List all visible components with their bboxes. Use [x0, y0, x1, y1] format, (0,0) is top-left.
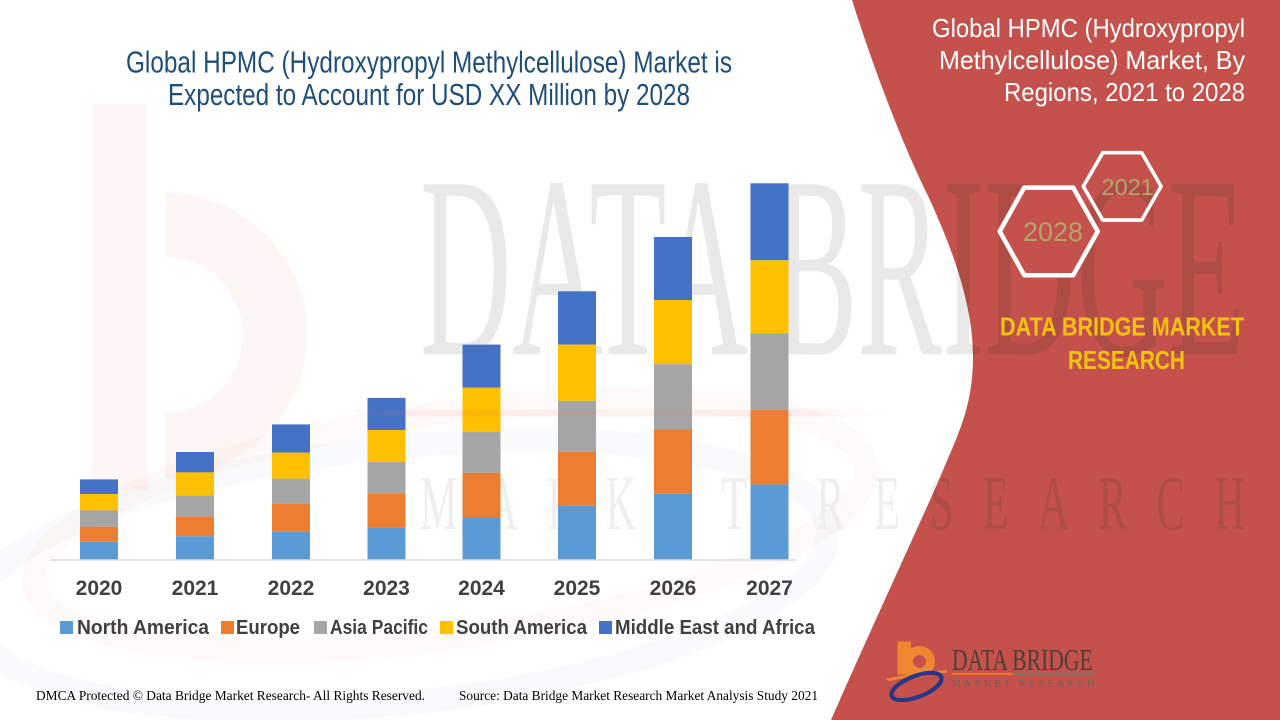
svg-text:Global HPMC (Hydroxypropyl Met: Global HPMC (Hydroxypropyl Methylcellulo… — [126, 45, 732, 80]
svg-text:Source: Data Bridge Market Res: Source: Data Bridge Market Research Mark… — [459, 689, 818, 704]
svg-text:2028: 2028 — [1023, 217, 1083, 247]
svg-text:Regions, 2021 to 2028: Regions, 2021 to 2028 — [1004, 77, 1245, 107]
svg-text:2020: 2020 — [76, 577, 123, 600]
svg-text:Europe: Europe — [236, 617, 300, 639]
svg-text:2021: 2021 — [1102, 174, 1154, 200]
svg-text:Middle East and Africa: Middle East and Africa — [615, 617, 816, 639]
svg-text:Asia Pacific: Asia Pacific — [330, 617, 428, 639]
svg-text:Expected to Account for USD XX: Expected to Account for USD XX Million b… — [168, 77, 690, 112]
svg-text:2023: 2023 — [363, 577, 410, 600]
svg-text:2022: 2022 — [268, 577, 315, 600]
svg-text:2021: 2021 — [172, 577, 219, 600]
svg-text:North America: North America — [77, 617, 210, 639]
svg-text:2025: 2025 — [554, 577, 601, 600]
svg-text:Methylcellulose) Market, By: Methylcellulose) Market, By — [939, 45, 1245, 75]
svg-text:2027: 2027 — [746, 577, 793, 600]
svg-text:MARKET RESEARCH: MARKET RESEARCH — [952, 680, 1094, 690]
svg-text:DATA BRIDGE MARKET: DATA BRIDGE MARKET — [1000, 312, 1244, 342]
svg-text:DATA BRIDGE: DATA BRIDGE — [952, 642, 1093, 677]
svg-text:2024: 2024 — [458, 577, 505, 600]
svg-text:Global HPMC (Hydroxypropyl: Global HPMC (Hydroxypropyl — [932, 13, 1245, 43]
svg-text:2026: 2026 — [650, 577, 697, 600]
svg-text:DMCA Protected © Data Bridge M: DMCA Protected © Data Bridge Market Rese… — [36, 689, 425, 704]
svg-text:South America: South America — [456, 617, 588, 639]
svg-text:RESEARCH: RESEARCH — [1068, 345, 1185, 375]
